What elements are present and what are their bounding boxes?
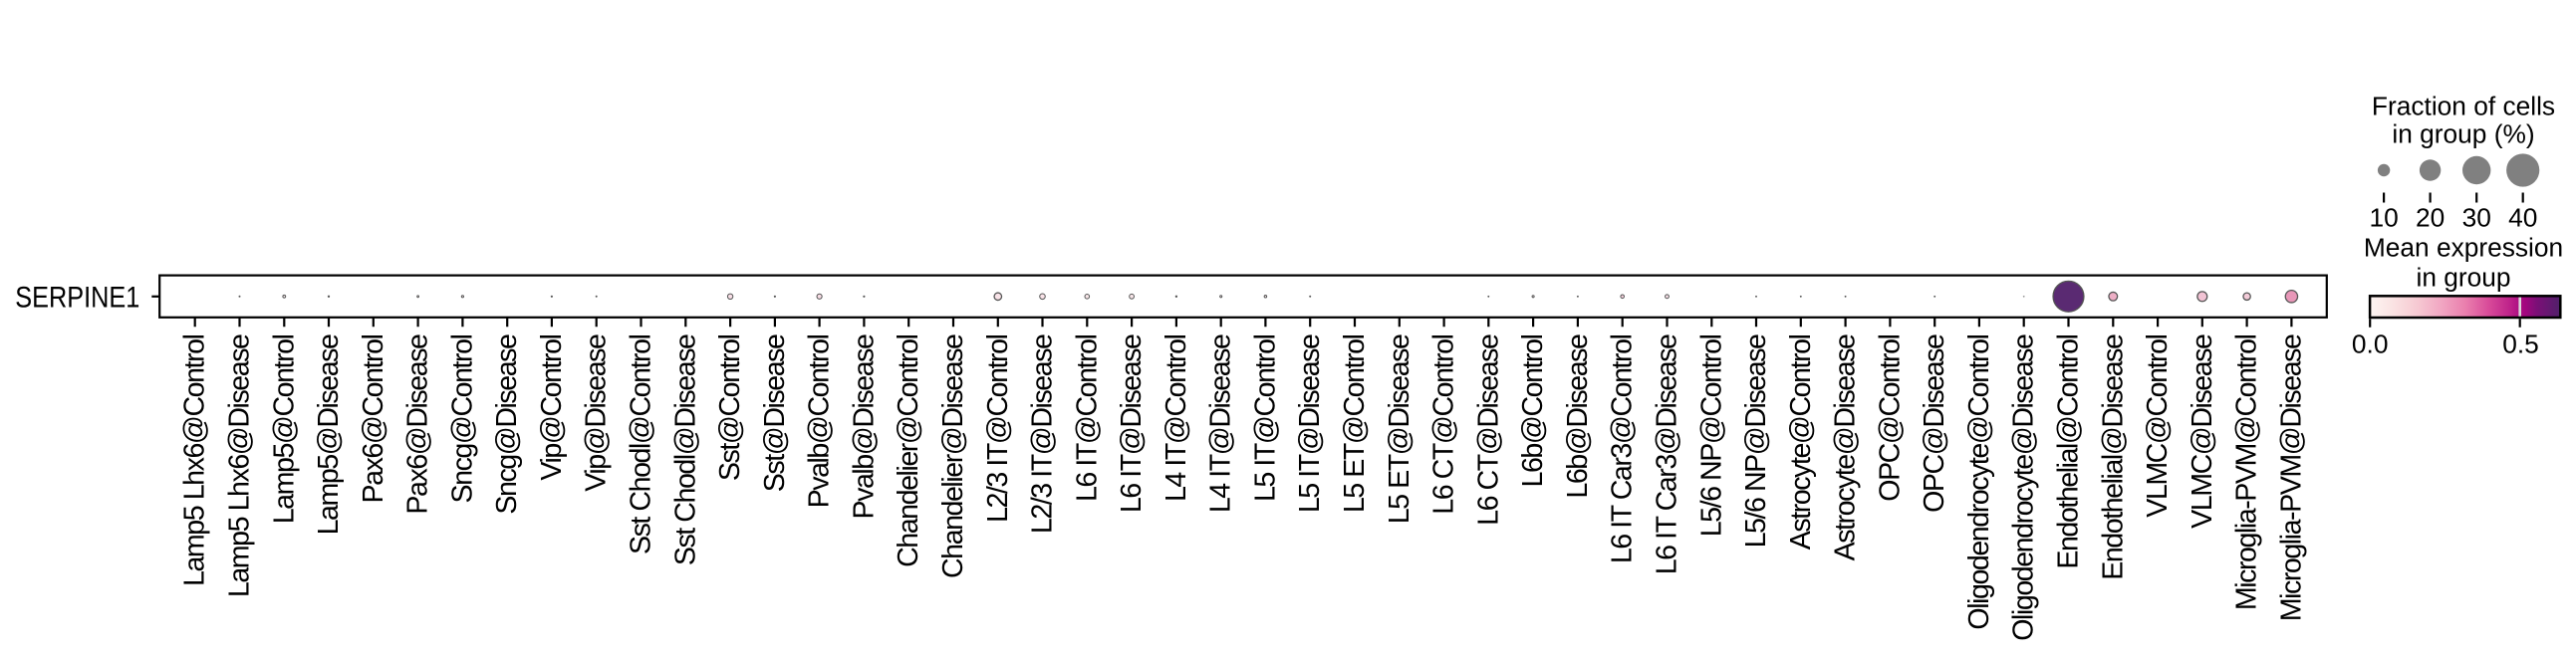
svg-text:Sst Chodl@Control: Sst Chodl@Control bbox=[626, 334, 657, 554]
svg-text:10: 10 bbox=[2369, 203, 2398, 233]
svg-text:Sncg@Control: Sncg@Control bbox=[446, 334, 478, 503]
svg-text:Lamp5@Control: Lamp5@Control bbox=[268, 334, 300, 524]
svg-text:Sst Chodl@Disease: Sst Chodl@Disease bbox=[669, 334, 701, 565]
svg-text:Fraction of cells: Fraction of cells bbox=[2372, 92, 2555, 121]
svg-text:VLMC@Disease: VLMC@Disease bbox=[2187, 334, 2218, 529]
svg-text:in group (%): in group (%) bbox=[2392, 119, 2534, 149]
svg-text:L6 CT@Control: L6 CT@Control bbox=[1428, 334, 1460, 514]
svg-text:L6 IT@Control: L6 IT@Control bbox=[1071, 334, 1103, 502]
svg-text:20: 20 bbox=[2416, 203, 2445, 233]
svg-text:L5/6 NP@Disease: L5/6 NP@Disease bbox=[1740, 334, 1772, 548]
svg-text:L5 ET@Disease: L5 ET@Disease bbox=[1384, 334, 1416, 524]
svg-text:Pax6@Control: Pax6@Control bbox=[358, 334, 389, 503]
svg-text:L4 IT@Disease: L4 IT@Disease bbox=[1205, 334, 1237, 513]
svg-text:Endothelial@Disease: Endothelial@Disease bbox=[2097, 334, 2129, 580]
svg-text:L5 IT@Disease: L5 IT@Disease bbox=[1294, 334, 1326, 513]
svg-text:VLMC@Control: VLMC@Control bbox=[2142, 334, 2174, 517]
svg-text:L4 IT@Control: L4 IT@Control bbox=[1160, 334, 1192, 502]
svg-text:30: 30 bbox=[2462, 203, 2491, 233]
svg-text:Astrocyte@Control: Astrocyte@Control bbox=[1785, 334, 1817, 550]
svg-text:Chandelier@Control: Chandelier@Control bbox=[893, 334, 924, 566]
svg-text:OPC@Disease: OPC@Disease bbox=[1919, 334, 1950, 513]
svg-text:L5 ET@Control: L5 ET@Control bbox=[1339, 334, 1371, 513]
svg-text:Pvalb@Control: Pvalb@Control bbox=[804, 334, 836, 508]
svg-text:L5/6 NP@Control: L5/6 NP@Control bbox=[1695, 334, 1727, 537]
svg-text:L5 IT@Control: L5 IT@Control bbox=[1249, 334, 1281, 502]
svg-text:in group: in group bbox=[2416, 263, 2510, 293]
svg-text:L2/3 IT@Disease: L2/3 IT@Disease bbox=[1027, 334, 1059, 534]
svg-text:Sst@Disease: Sst@Disease bbox=[759, 334, 791, 492]
svg-text:Microglia-PVM@Control: Microglia-PVM@Control bbox=[2231, 334, 2263, 610]
svg-text:L6 IT@Disease: L6 IT@Disease bbox=[1116, 334, 1148, 513]
svg-text:Oligodendrocyte@Control: Oligodendrocyte@Control bbox=[1963, 334, 1995, 629]
svg-text:Vip@Control: Vip@Control bbox=[536, 334, 568, 480]
svg-text:0.5: 0.5 bbox=[2502, 330, 2539, 359]
svg-text:0.0: 0.0 bbox=[2352, 330, 2389, 359]
svg-text:40: 40 bbox=[2508, 203, 2537, 233]
svg-text:Pvalb@Disease: Pvalb@Disease bbox=[848, 334, 880, 520]
svg-text:L6b@Control: L6b@Control bbox=[1517, 334, 1549, 487]
svg-text:Pax6@Disease: Pax6@Disease bbox=[402, 334, 434, 515]
svg-text:L6 IT Car3@Control: L6 IT Car3@Control bbox=[1607, 334, 1639, 563]
svg-text:Oligodendrocyte@Disease: Oligodendrocyte@Disease bbox=[2008, 334, 2040, 641]
svg-text:OPC@Control: OPC@Control bbox=[1874, 334, 1906, 501]
svg-text:L6 IT Car3@Disease: L6 IT Car3@Disease bbox=[1652, 334, 1683, 574]
svg-text:SERPINE1: SERPINE1 bbox=[15, 282, 139, 315]
svg-text:L2/3 IT@Control: L2/3 IT@Control bbox=[982, 334, 1014, 523]
svg-text:Lamp5 Lhx6@Control: Lamp5 Lhx6@Control bbox=[179, 334, 211, 586]
svg-text:Sst@Control: Sst@Control bbox=[714, 334, 746, 481]
svg-text:Lamp5@Disease: Lamp5@Disease bbox=[313, 334, 345, 535]
svg-text:Lamp5 Lhx6@Disease: Lamp5 Lhx6@Disease bbox=[224, 334, 256, 597]
svg-text:Vip@Disease: Vip@Disease bbox=[581, 334, 613, 492]
svg-text:L6 CT@Disease: L6 CT@Disease bbox=[1472, 334, 1504, 526]
svg-text:Microglia-PVM@Disease: Microglia-PVM@Disease bbox=[2275, 334, 2307, 621]
svg-text:Astrocyte@Disease: Astrocyte@Disease bbox=[1830, 334, 1862, 560]
svg-text:L6b@Disease: L6b@Disease bbox=[1562, 334, 1594, 499]
svg-text:Endothelial@Control: Endothelial@Control bbox=[2053, 334, 2085, 568]
svg-text:Sncg@Disease: Sncg@Disease bbox=[491, 334, 523, 515]
svg-text:Chandelier@Disease: Chandelier@Disease bbox=[937, 334, 969, 578]
svg-text:Mean expression: Mean expression bbox=[2364, 233, 2563, 263]
